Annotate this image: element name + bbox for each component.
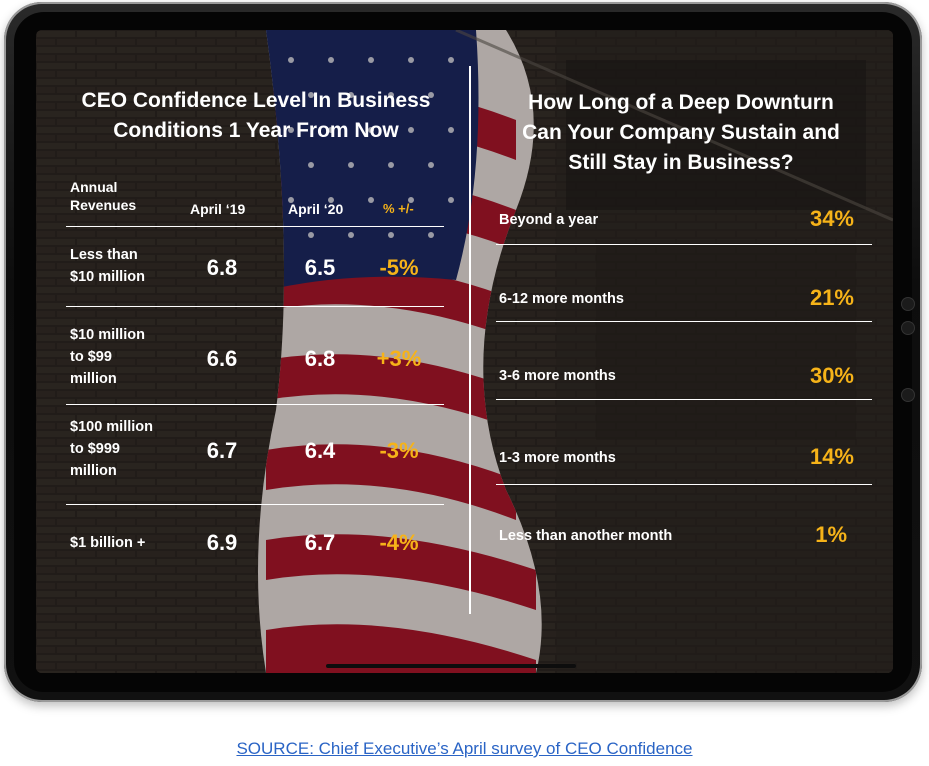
row-label-line: $100 million <box>70 419 154 435</box>
row-label-line: to $99 <box>70 349 112 365</box>
value-apr19: 6.9 <box>206 530 238 555</box>
left-title-line1: CEO Confidence Level In Business <box>81 89 431 112</box>
row-label-line: $10 million <box>70 327 145 343</box>
downturn-label: Beyond a year <box>499 212 599 228</box>
row-label-10m-to-99m: $10 million to $99 million <box>70 324 145 390</box>
downturn-pct: 1% <box>815 522 847 547</box>
value-apr20: 6.8 <box>304 346 336 371</box>
row-label-100m-to-999m: $100 million to $999 million <box>70 416 153 482</box>
value-apr19: 6.8 <box>206 255 238 280</box>
value-apr20: 6.5 <box>304 255 336 280</box>
left-panel-title: CEO Confidence Level In Business Conditi… <box>56 86 456 146</box>
row-label-line: million <box>70 371 117 387</box>
panel-divider <box>469 66 471 614</box>
home-indicator <box>326 664 576 668</box>
header-change: % +/- <box>383 201 414 216</box>
row-divider <box>496 399 872 400</box>
downturn-pct: 30% <box>809 363 854 388</box>
downturn-pct: 34% <box>809 206 854 231</box>
source-link[interactable]: SOURCE: Chief Executive’s April survey o… <box>236 739 693 758</box>
value-apr19: 6.7 <box>206 438 238 463</box>
value-change: -4% <box>379 530 419 555</box>
header-revenues-line2: Revenues <box>70 197 137 213</box>
row-label-line: million <box>70 463 117 479</box>
row-divider <box>66 504 444 505</box>
dark-overlay <box>36 30 893 673</box>
row-label-1b-plus: $1 billion + <box>70 532 145 554</box>
row-divider <box>66 404 444 405</box>
side-button-icon <box>902 322 914 334</box>
side-button-icon <box>902 298 914 310</box>
row-divider <box>496 484 872 485</box>
row-divider <box>66 306 444 307</box>
downturn-label: 3-6 more months <box>499 368 616 384</box>
right-title-line2: Can Your Company Sustain and <box>522 121 840 144</box>
downturn-label: 1-3 more months <box>499 450 616 466</box>
row-label-less-than-10m: Less than $10 million <box>70 244 145 288</box>
header-april-20: April ‘20 <box>288 201 344 217</box>
right-panel-title: How Long of a Deep Downturn Can Your Com… <box>486 88 876 178</box>
value-apr20: 6.4 <box>304 438 336 463</box>
value-apr20: 6.7 <box>304 530 336 555</box>
header-revenues-line1: Annual <box>70 179 118 195</box>
right-title-line3: Still Stay in Business? <box>568 151 794 174</box>
value-change: +3% <box>376 346 422 371</box>
row-label-line: Less than <box>70 247 138 263</box>
downturn-pct: 21% <box>809 285 854 310</box>
downturn-pct: 14% <box>809 444 854 469</box>
flag-background-image <box>36 30 893 673</box>
row-divider <box>66 226 444 227</box>
tablet-screen: CEO Confidence Level In Business Conditi… <box>36 30 893 673</box>
row-divider <box>496 321 872 322</box>
left-title-line2: Conditions 1 Year From Now <box>113 119 399 142</box>
side-button-icon <box>902 389 914 401</box>
row-label-line: $10 million <box>70 269 145 285</box>
value-change: -3% <box>379 438 419 463</box>
row-label-line: to $999 <box>70 441 120 457</box>
value-change: -5% <box>379 255 419 280</box>
downturn-label: Less than another month <box>499 528 673 544</box>
row-label-line: $1 billion + <box>70 535 146 551</box>
downturn-label: 6-12 more months <box>499 291 624 307</box>
right-title-line1: How Long of a Deep Downturn <box>528 91 834 114</box>
header-april-19: April ‘19 <box>190 201 246 217</box>
row-divider <box>496 244 872 245</box>
header-annual-revenues: Annual Revenues <box>70 178 136 214</box>
value-apr19: 6.6 <box>206 346 238 371</box>
